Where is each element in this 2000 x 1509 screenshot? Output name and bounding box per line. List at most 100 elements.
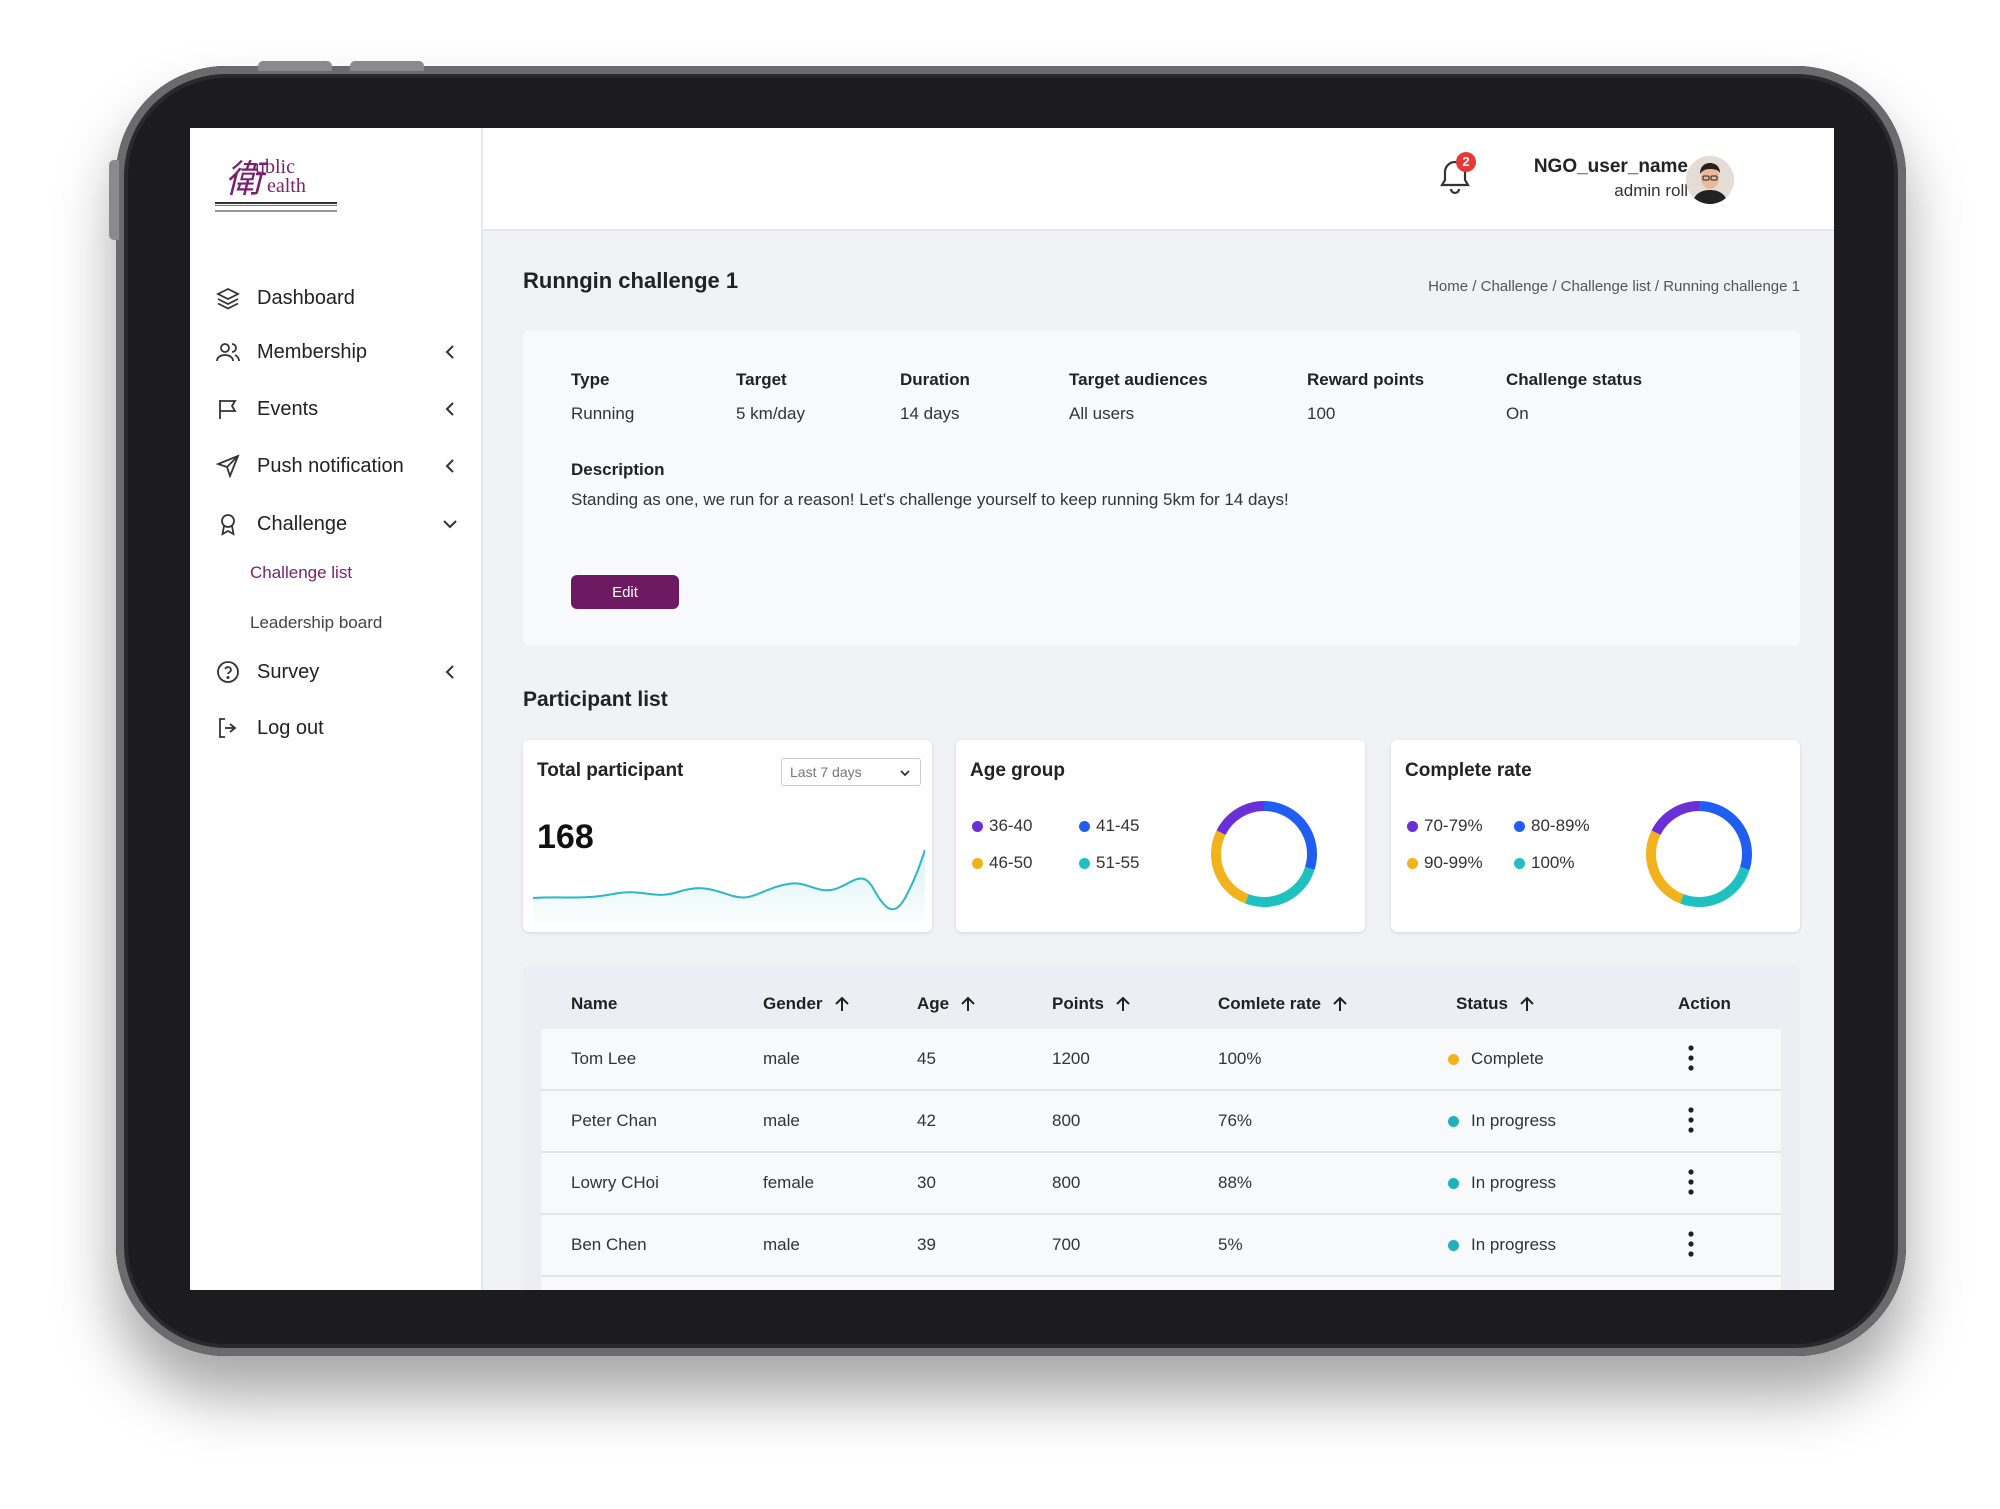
- sidebar-item-dashboard[interactable]: Dashboard: [190, 278, 483, 318]
- column-header-label: Gender: [763, 994, 823, 1013]
- cell-complete-rate: 88%: [1218, 1173, 1253, 1192]
- info-target: Target 5 km/day: [736, 370, 805, 424]
- legend-label: 70-79%: [1424, 816, 1483, 835]
- sidebar-item-membership[interactable]: Membership: [190, 332, 483, 372]
- period-select[interactable]: Last 7 days: [781, 758, 921, 786]
- logo-rule: [215, 210, 337, 212]
- complete-rate-card: Complete rate 70-79% 80-89% 90-99% 100%: [1391, 740, 1800, 932]
- chevron-left-icon: [445, 665, 454, 679]
- cell-gender: male: [763, 1235, 800, 1254]
- legend-item: 70-79%: [1407, 816, 1483, 836]
- status-label: In progress: [1471, 1173, 1557, 1192]
- column-header-label: Action: [1678, 994, 1731, 1013]
- column-header-label: Status: [1456, 994, 1508, 1013]
- participant-table: Name Gender Age Points Comlete rate Stat…: [523, 966, 1800, 1290]
- cell-gender: female: [763, 1173, 815, 1192]
- description-text: Standing as one, we run for a reason! Le…: [571, 490, 1289, 509]
- info-value: On: [1506, 404, 1529, 423]
- info-label: Target audiences: [1069, 370, 1208, 389]
- more-vertical-icon[interactable]: [1688, 1107, 1694, 1133]
- legend-item: 80-89%: [1514, 816, 1590, 836]
- sidebar-subitem-challenge-list[interactable]: Challenge list: [250, 563, 353, 582]
- sparkline-line: [533, 849, 925, 911]
- info-value: 14 days: [900, 404, 960, 423]
- legend-item: 36-40: [972, 816, 1032, 836]
- cell-points: 800: [1052, 1173, 1081, 1192]
- avatar[interactable]: [1686, 156, 1734, 204]
- legend-item: 51-55: [1079, 853, 1139, 873]
- sidebar-item-push-notification[interactable]: Push notification: [190, 446, 483, 486]
- donut-segment: [1646, 801, 1752, 907]
- total-participant-value: 168: [537, 818, 594, 856]
- status-label: Complete: [1471, 1049, 1544, 1068]
- column-header-status[interactable]: Status: [1456, 994, 1536, 1014]
- cell-name: Tom Lee: [571, 1049, 637, 1068]
- table-row[interactable]: [541, 1277, 1781, 1290]
- logo: 衛 ublic ealth: [215, 148, 345, 218]
- legend-dot: [1407, 857, 1418, 869]
- cell-complete-rate: 76%: [1218, 1111, 1253, 1130]
- donut-segment: [1211, 801, 1317, 907]
- page-title: Runngin challenge 1: [523, 268, 739, 293]
- sidebar-item-challenge[interactable]: Challenge: [190, 504, 483, 544]
- column-header-label: Name: [571, 994, 618, 1013]
- sort-arrow-up-icon: [961, 996, 975, 1011]
- sort-arrow-up-icon: [1333, 996, 1347, 1011]
- chevron-left-icon: [445, 402, 454, 416]
- participant-sparkline: [533, 849, 925, 930]
- user-name: NGO_user_name: [1533, 156, 1688, 177]
- chevron-down-icon: [900, 770, 910, 777]
- sidebar-item-survey[interactable]: Survey: [190, 652, 483, 692]
- more-vertical-icon[interactable]: [1688, 1169, 1694, 1195]
- info-value: Running: [571, 404, 635, 423]
- table-row[interactable]: Tom Lee male 45 1200 100% Complete: [541, 1029, 1781, 1091]
- cell-name: Peter Chan: [571, 1111, 657, 1130]
- avatar-portrait: [1686, 156, 1734, 204]
- card-title: Total participant: [537, 760, 684, 781]
- legend-item: 90-99%: [1407, 853, 1483, 873]
- info-label: Challenge status: [1506, 370, 1643, 389]
- top-header: 2 NGO_user_name admin roll: [483, 128, 1834, 231]
- sidebar-item-label: Dashboard: [257, 286, 355, 309]
- donut-segment: [1646, 801, 1752, 907]
- table-row[interactable]: Ben Chen male 39 700 5% In progress: [541, 1215, 1781, 1277]
- cell-status: In progress: [1448, 1235, 1556, 1255]
- info-label: Duration: [900, 370, 970, 389]
- legend-label: 51-55: [1096, 853, 1140, 872]
- edit-button[interactable]: Edit: [571, 575, 679, 609]
- volume-button: [350, 61, 424, 71]
- description-label: Description: [571, 460, 665, 479]
- legend-dot: [1407, 820, 1418, 832]
- info-challenge-status: Challenge status On: [1506, 370, 1642, 424]
- column-header-age[interactable]: Age: [917, 994, 977, 1014]
- screen: 衛 ublic ealth Dashboard Membership Event…: [190, 128, 1834, 1290]
- award-icon: [221, 514, 235, 536]
- column-header-name[interactable]: Name: [571, 994, 617, 1014]
- sidebar-item-log-out[interactable]: Log out: [190, 708, 483, 748]
- table-row[interactable]: Lowry CHoi female 30 800 88% In progress: [541, 1153, 1781, 1215]
- info-value: 100: [1307, 404, 1336, 423]
- age-group-donut: [1211, 801, 1317, 907]
- column-header-complete-rate[interactable]: Comlete rate: [1218, 994, 1349, 1014]
- column-header-label: Points: [1052, 994, 1104, 1013]
- participant-list-title: Participant list: [523, 688, 668, 711]
- column-header-gender[interactable]: Gender: [763, 994, 851, 1014]
- sidebar-item-label: Membership: [257, 340, 368, 363]
- legend-dot: [972, 820, 983, 832]
- cell-name: Ben Chen: [571, 1235, 647, 1254]
- breadcrumb[interactable]: Home / Challenge / Challenge list / Runn…: [1428, 278, 1800, 295]
- sidebar-item-label: Survey: [257, 660, 320, 683]
- more-vertical-icon[interactable]: [1688, 1045, 1694, 1071]
- more-vertical-icon[interactable]: [1688, 1231, 1694, 1257]
- legend-label: 41-45: [1096, 816, 1140, 835]
- sidebar-item-label: Events: [257, 397, 319, 420]
- sidebar-item-events[interactable]: Events: [190, 389, 483, 429]
- age-group-card: Age group 36-40 41-45 46-50 51-55: [956, 740, 1365, 932]
- users-icon: [216, 343, 240, 362]
- sidebar-subitem-leadership-board[interactable]: Leadership board: [250, 613, 383, 632]
- info-type: Type Running: [571, 370, 634, 424]
- challenge-info-card: Type Running Target 5 km/day Duration 14…: [523, 330, 1800, 646]
- table-row[interactable]: Peter Chan male 42 800 76% In progress: [541, 1091, 1781, 1153]
- column-header-points[interactable]: Points: [1052, 994, 1132, 1014]
- donut-segment: [1211, 801, 1317, 907]
